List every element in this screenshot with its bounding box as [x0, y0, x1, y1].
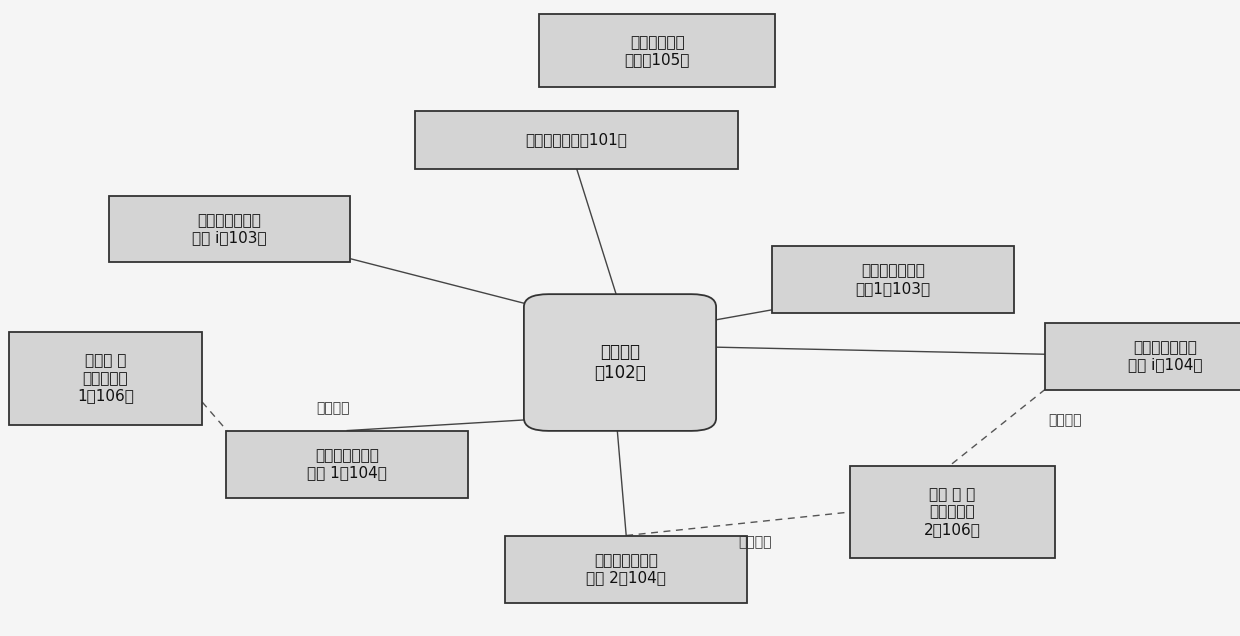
FancyBboxPatch shape [415, 111, 738, 169]
FancyBboxPatch shape [851, 466, 1055, 558]
FancyBboxPatch shape [227, 431, 469, 497]
FancyBboxPatch shape [539, 14, 775, 87]
FancyBboxPatch shape [1044, 322, 1240, 389]
Text: 无线通信: 无线通信 [1048, 413, 1081, 427]
Text: 位置 可 变
辐射测量节
2（106）: 位置 可 变 辐射测量节 2（106） [924, 487, 981, 537]
Text: 公共电磁辐射源
节点1（103）: 公共电磁辐射源 节点1（103） [856, 264, 930, 296]
FancyBboxPatch shape [10, 332, 201, 425]
FancyBboxPatch shape [109, 196, 350, 262]
Text: 位置可 变
辐射测量节
1（106）: 位置可 变 辐射测量节 1（106） [77, 354, 134, 403]
Text: 电磁辐射传播
模型（105）: 电磁辐射传播 模型（105） [625, 35, 689, 67]
FancyBboxPatch shape [506, 536, 746, 603]
Text: 位置固定辐射测
量节 2（104）: 位置固定辐射测 量节 2（104） [587, 553, 666, 585]
FancyBboxPatch shape [523, 294, 717, 431]
Text: 位置固定辐射测
量节 1（104）: 位置固定辐射测 量节 1（104） [308, 448, 387, 480]
Text: 位置固定辐射测
量节 i（104）: 位置固定辐射测 量节 i（104） [1128, 340, 1203, 372]
Text: 中心监控单元（101）: 中心监控单元（101） [526, 132, 627, 148]
FancyBboxPatch shape [771, 246, 1013, 313]
Text: 无线通信: 无线通信 [316, 401, 350, 415]
Text: 通信网络
（102）: 通信网络 （102） [594, 343, 646, 382]
Text: 无线通信: 无线通信 [738, 535, 771, 549]
Text: 公共电磁辐射源
节点 i（103）: 公共电磁辐射源 节点 i（103） [192, 213, 267, 245]
